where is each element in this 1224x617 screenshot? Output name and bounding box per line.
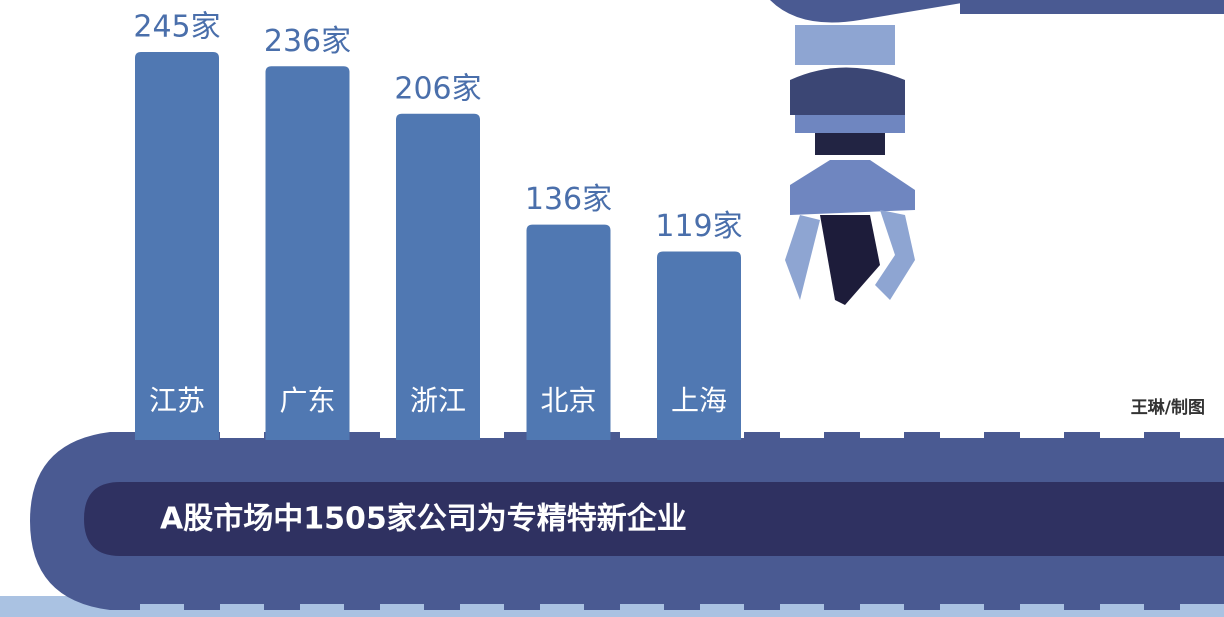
page: A股市场中1505家公司为专精特新企业 王琳/制图 245家江苏 236家广东 20… xyxy=(0,0,1224,617)
category-label: 江苏 xyxy=(149,384,205,417)
bar xyxy=(135,52,219,440)
value-label: 206家 xyxy=(394,71,481,106)
value-label: 245家 xyxy=(133,10,220,45)
chart-title: A股市场中1505家公司为专精特新企业 xyxy=(160,502,687,537)
category-label: 北京 xyxy=(540,384,596,417)
value-label: 136家 xyxy=(525,182,612,217)
value-label: 236家 xyxy=(264,24,351,59)
category-label: 上海 xyxy=(671,384,727,417)
category-label: 浙江 xyxy=(410,384,466,417)
chart: A股市场中1505家公司为专精特新企业 王琳/制图 245家江苏 236家广东 20… xyxy=(0,0,1224,617)
value-label: 119家 xyxy=(655,209,742,244)
category-label: 广东 xyxy=(279,384,335,417)
credit: 王琳/制图 xyxy=(1131,397,1205,418)
